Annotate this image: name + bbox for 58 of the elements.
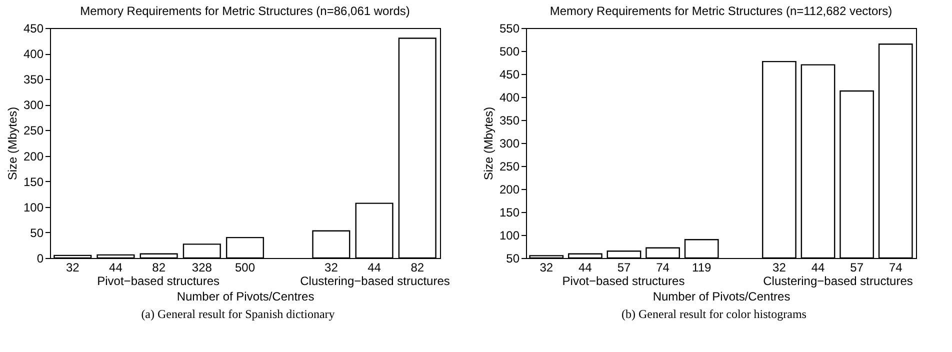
bar: [226, 236, 264, 259]
x-tick-label: 44: [368, 260, 382, 274]
text: (a) General result for Spanish dictionary: [140, 307, 336, 322]
y-tick-label: 50: [506, 252, 520, 266]
x-tick-label: 119: [692, 260, 712, 274]
x-tick-label: 32: [540, 260, 554, 274]
x-tick-label: 74: [656, 260, 670, 274]
text: Pivot−based structures: [562, 274, 685, 288]
chart-title: Memory Requirements for Metric Structures (n=112,682 vectors): [550, 4, 892, 18]
y-tick-label: 350: [23, 72, 44, 87]
y-tick-label: 200: [499, 182, 520, 196]
x-tick-label: 44: [109, 260, 123, 274]
bar: [140, 253, 178, 259]
y-axis-title: Size (Mbytes): [481, 106, 496, 180]
bar: [355, 202, 394, 259]
x-tick-label: 82: [410, 260, 424, 274]
x-tick-label: 57: [617, 260, 631, 274]
y-tick-label: 450: [23, 22, 44, 36]
x-tick-label: 44: [578, 260, 592, 274]
x-tick-label: 32: [772, 260, 786, 274]
y-tick-label: 250: [499, 160, 520, 174]
y-tick-label: 150: [23, 174, 44, 189]
y-tick-label: 400: [499, 90, 520, 104]
bar: [182, 244, 221, 259]
y-axis-title: Size (Mbytes): [5, 106, 20, 180]
bar: [54, 254, 92, 259]
x-tick-label: 74: [888, 260, 903, 274]
y-tick-label: 450: [499, 68, 520, 82]
y-tick-label: 300: [23, 98, 44, 112]
bar: [312, 230, 350, 259]
x-tick-label: 32: [66, 260, 80, 274]
x-tick-label: 32: [324, 260, 338, 274]
y-tick-label: 100: [499, 228, 520, 242]
y-tick-label: 200: [23, 149, 44, 164]
y-tick-label: 550: [499, 22, 520, 36]
y-tick-label: 250: [23, 124, 44, 138]
bar: [96, 254, 135, 259]
x-axis-title: Number of Pivots/Centres: [176, 290, 314, 304]
y-tick-label: 100: [23, 200, 44, 214]
bar: [398, 38, 436, 259]
x-tick-label: 44: [811, 260, 826, 274]
x-tick-label: 500: [234, 260, 256, 274]
y-tick-label: 150: [499, 206, 520, 220]
x-axis-title: Number of Pivots/Centres: [652, 290, 790, 304]
chart-title: Memory Requirements for Metric Structures (n=86,061 words): [80, 4, 410, 18]
y-tick-label: 500: [499, 44, 520, 58]
x-tick-label: 82: [152, 260, 166, 274]
y-tick-label: 50: [30, 226, 44, 240]
y-tick-label: 350: [499, 114, 520, 128]
y-tick-label: 400: [23, 47, 44, 62]
y-tick-label: 300: [499, 136, 520, 150]
text: Clustering−based structures: [763, 274, 913, 288]
text: Pivot−based structures: [97, 274, 220, 288]
y-tick-label: 0: [36, 252, 44, 266]
x-tick-label: 57: [850, 260, 864, 274]
x-tick-label: 328: [192, 260, 212, 274]
text: Clustering−based structures: [300, 274, 450, 288]
text: (b) General result for color histograms: [620, 307, 808, 322]
